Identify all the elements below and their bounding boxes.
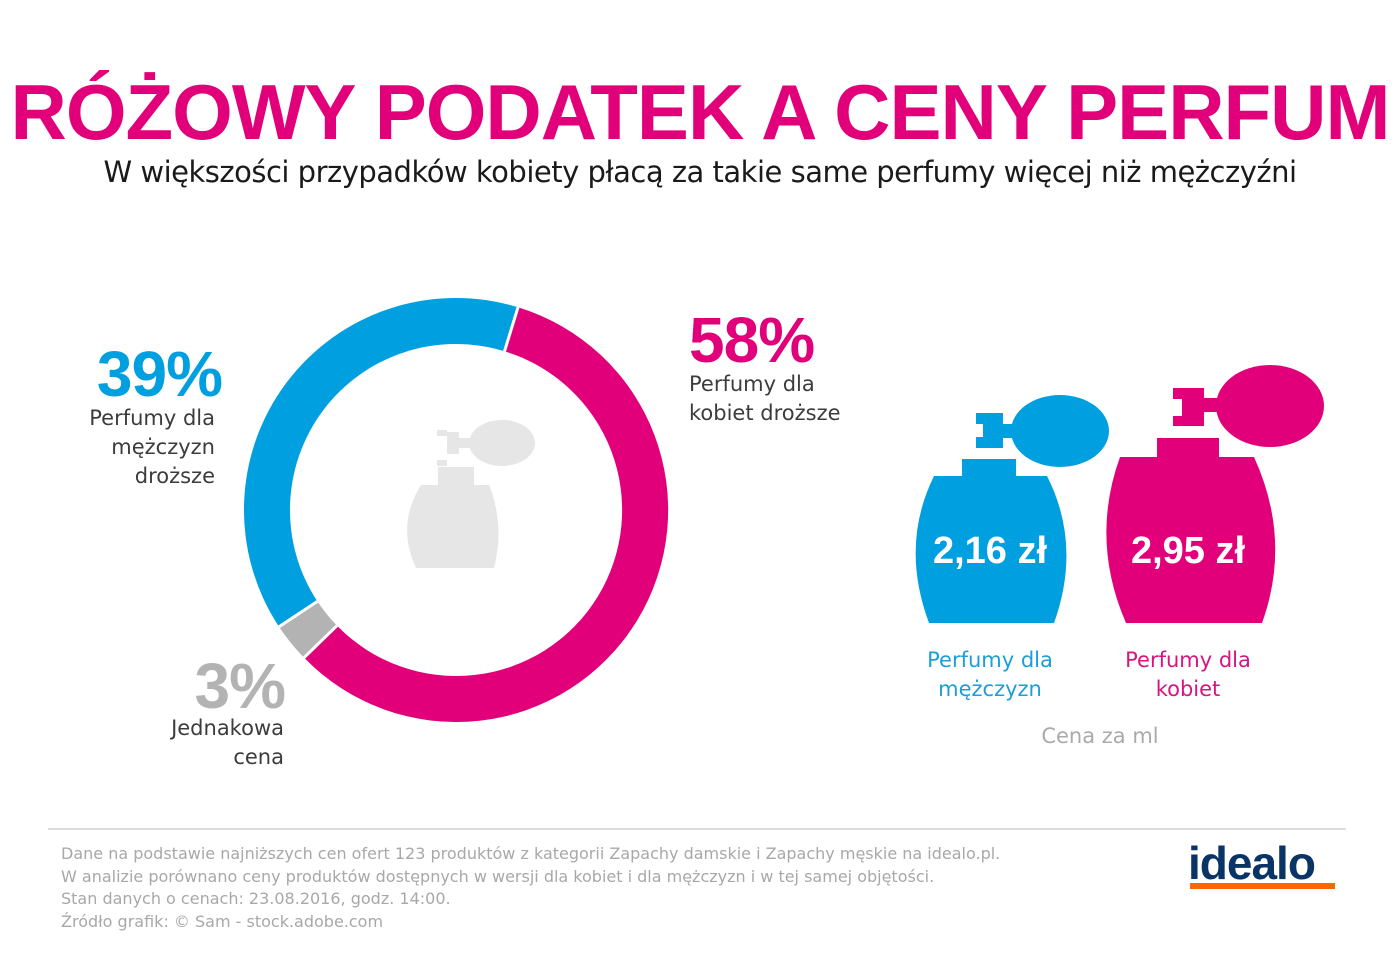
label-line: mężczyzn [938, 677, 1042, 701]
women-perfume-bottle-icon [1106, 365, 1324, 623]
label-line: kobiet droższe [689, 401, 841, 425]
footer-line: Dane na podstawie najniższych cen ofert … [61, 844, 1001, 863]
footer-divider [48, 828, 1346, 830]
donut-segment-equal [279, 601, 337, 658]
label-line: Perfumy dla [927, 648, 1053, 672]
equal-price-label: Jednakowa cena [120, 714, 284, 772]
price-unit-label: Cena za ml [1041, 724, 1159, 748]
perfume-bottle-icon [407, 420, 535, 568]
idealo-logo: idealo [1188, 837, 1316, 889]
label-line: droższe [134, 464, 215, 488]
men-price-value: 2,16 zł [932, 530, 1048, 572]
donut-chart [243, 297, 669, 723]
women-price-value: 2,95 zł [1130, 530, 1246, 572]
footer-notes: Dane na podstawie najniższych cen ofert … [61, 843, 1000, 933]
footer-line: W analizie porównano ceny produktów dost… [61, 866, 935, 886]
women-pricier-percent: 58% [689, 304, 815, 376]
label-line: Perfumy dla [1125, 648, 1251, 672]
page-subtitle: W większości przypadków kobiety płacą za… [103, 155, 1297, 189]
donut-segment-women [304, 307, 669, 723]
men-pricier-label: Perfumy dla mężczyzn droższe [40, 404, 215, 491]
women-price-label: Perfumy dla kobiet [1098, 646, 1278, 704]
page-title: RÓŻOWY PODATEK A CENY PERFUM [10, 68, 1391, 156]
footer-line: Źródło grafik: © Sam - stock.adobe.com [61, 911, 384, 931]
label-line: Perfumy dla [689, 372, 815, 396]
footer-line: Stan danych o cenach: 23.08.2016, godz. … [61, 889, 451, 908]
women-pricier-label: Perfumy dla kobiet droższe [689, 370, 841, 428]
men-pricier-percent: 39% [96, 338, 223, 410]
men-perfume-bottle-icon [915, 395, 1109, 623]
label-line: kobiet [1155, 677, 1221, 701]
label-line: Perfumy dla [89, 406, 215, 430]
men-price-label: Perfumy dla mężczyzn [900, 646, 1080, 704]
label-line: mężczyzn [111, 435, 215, 459]
idealo-logo-underline [1190, 883, 1335, 889]
label-line: Jednakowa [171, 716, 284, 740]
equal-price-percent: 3% [194, 650, 287, 722]
label-line: cena [233, 745, 284, 769]
donut-segment-men [243, 297, 518, 627]
